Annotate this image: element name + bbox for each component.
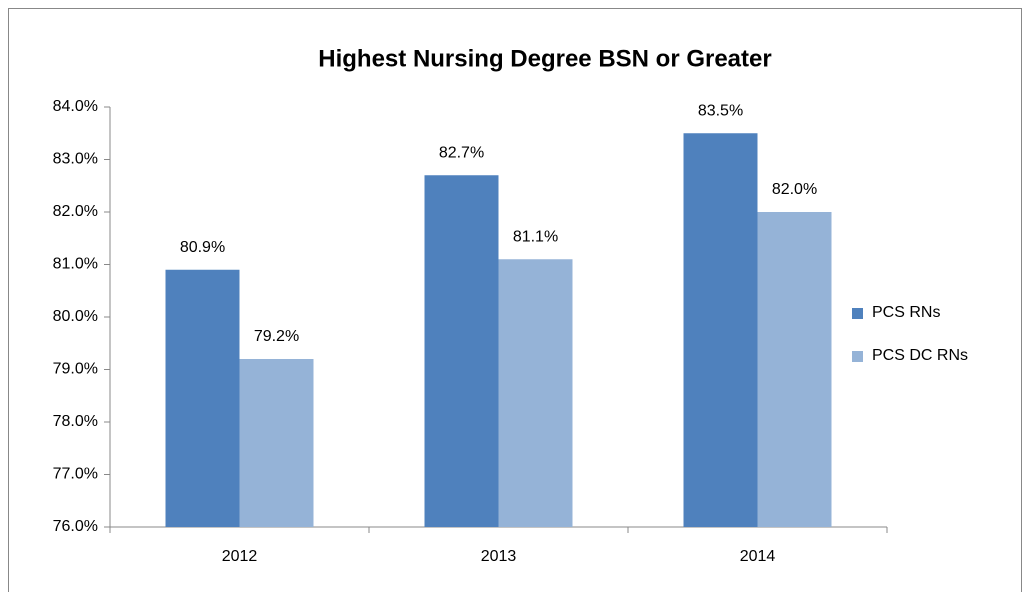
data-label: 80.9%: [180, 239, 225, 256]
legend-swatch: [852, 351, 863, 362]
legend-label: PCS DC RNs: [872, 347, 968, 364]
y-tick-label: 82.0%: [53, 203, 98, 220]
data-label: 81.1%: [513, 228, 558, 245]
legend-label: PCS RNs: [872, 304, 940, 321]
y-tick-label: 80.0%: [53, 308, 98, 325]
y-tick-label: 81.0%: [53, 256, 98, 273]
chart-title: Highest Nursing Degree BSN or Greater: [318, 45, 771, 72]
legend-swatch: [852, 308, 863, 319]
x-tick-label: 2012: [222, 548, 258, 565]
y-tick-label: 76.0%: [53, 518, 98, 535]
data-label: 82.7%: [439, 144, 484, 161]
x-tick-label: 2013: [481, 548, 517, 565]
data-label: 83.5%: [698, 102, 743, 119]
y-tick-label: 84.0%: [53, 98, 98, 115]
bar: [165, 269, 240, 527]
bar: [757, 212, 832, 527]
y-tick-label: 79.0%: [53, 361, 98, 378]
data-label: 82.0%: [772, 181, 817, 198]
bar: [424, 175, 499, 527]
bar: [498, 259, 573, 527]
x-tick-label: 2014: [740, 548, 776, 565]
y-tick-label: 78.0%: [53, 413, 98, 430]
y-tick-label: 83.0%: [53, 151, 98, 168]
bar: [239, 359, 314, 527]
y-tick-label: 77.0%: [53, 466, 98, 483]
bar: [683, 133, 758, 527]
data-label: 79.2%: [254, 328, 299, 345]
